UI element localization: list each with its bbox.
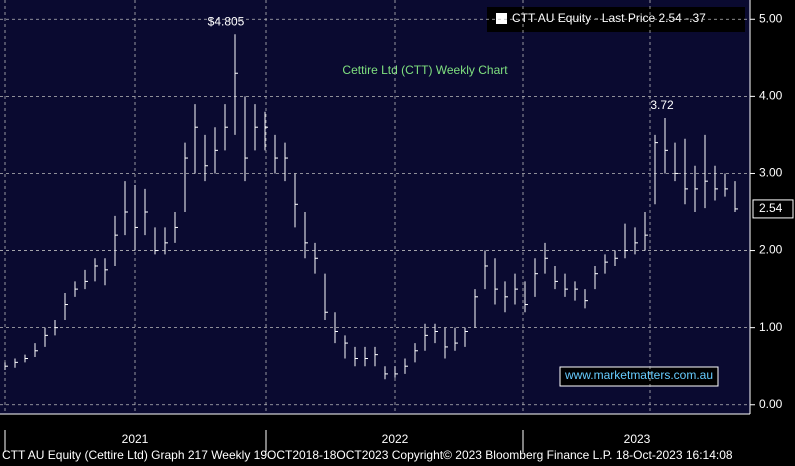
x-label: 2023 — [624, 432, 651, 446]
legend-label: CTT AU Equity - Last Price 2.54 -.37 — [512, 11, 706, 25]
watermark: www.marketmatters.com.au — [564, 368, 713, 382]
y-tick-label: 1.00 — [759, 320, 783, 334]
annotation: 3.72 — [650, 98, 674, 112]
y-tick-label: 2.00 — [759, 243, 783, 257]
y-tick-label: 4.00 — [759, 89, 783, 103]
x-label: 2022 — [382, 432, 409, 446]
annotation: $4.805 — [208, 14, 245, 28]
watermark-box — [559, 366, 719, 387]
last-price-box — [752, 199, 794, 219]
y-tick-label: 3.00 — [759, 166, 783, 180]
footer: CTT AU Equity (Cettire Ltd) Graph 217 We… — [2, 448, 733, 462]
x-label: 2021 — [122, 432, 149, 446]
chart-title: Cettire Ltd (CTT) Weekly Chart — [342, 63, 508, 77]
y-tick-label: 0.00 — [759, 397, 783, 411]
last-price-label: 2.54 — [759, 201, 783, 215]
legend-swatch — [496, 13, 507, 24]
y-tick-label: 5.00 — [759, 11, 783, 25]
